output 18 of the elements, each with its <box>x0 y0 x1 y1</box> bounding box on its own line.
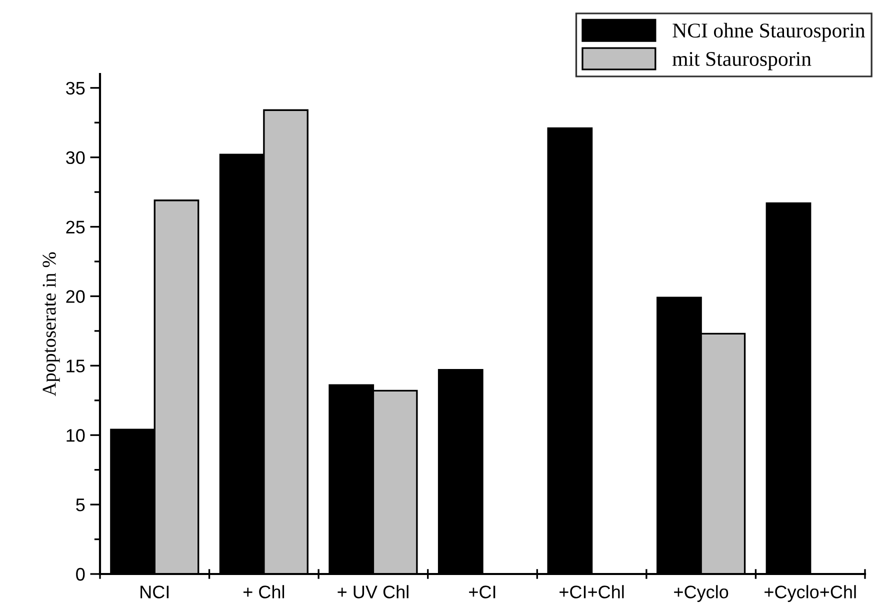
y-tick-label: 20 <box>66 290 85 303</box>
x-tick-label: + UV Chl <box>338 585 408 598</box>
y-axis-title: Apoptoserate in % <box>42 252 60 396</box>
x-tick-label: + Chl <box>243 585 284 598</box>
y-tick-label: 15 <box>66 360 85 372</box>
x-tick-label: +CI+Chl <box>560 585 624 598</box>
legend-label: NCI ohne Staurosporin <box>672 22 866 42</box>
y-tick-label: 35 <box>66 82 85 95</box>
y-tick-label: 25 <box>66 220 85 234</box>
x-tick-label: +Cyclo+Chl <box>764 585 856 602</box>
x-tick-label: +Cyclo <box>674 585 728 602</box>
x-tick-label: NCI <box>140 586 169 598</box>
legend-label: mit Staurosporin <box>672 52 812 70</box>
y-tick-label: 10 <box>66 429 85 442</box>
y-tick-label: 30 <box>66 151 85 164</box>
y-tick-label: 5 <box>76 498 85 512</box>
x-tick-label: +CI <box>469 586 496 598</box>
y-tick-label: 0 <box>76 568 85 581</box>
